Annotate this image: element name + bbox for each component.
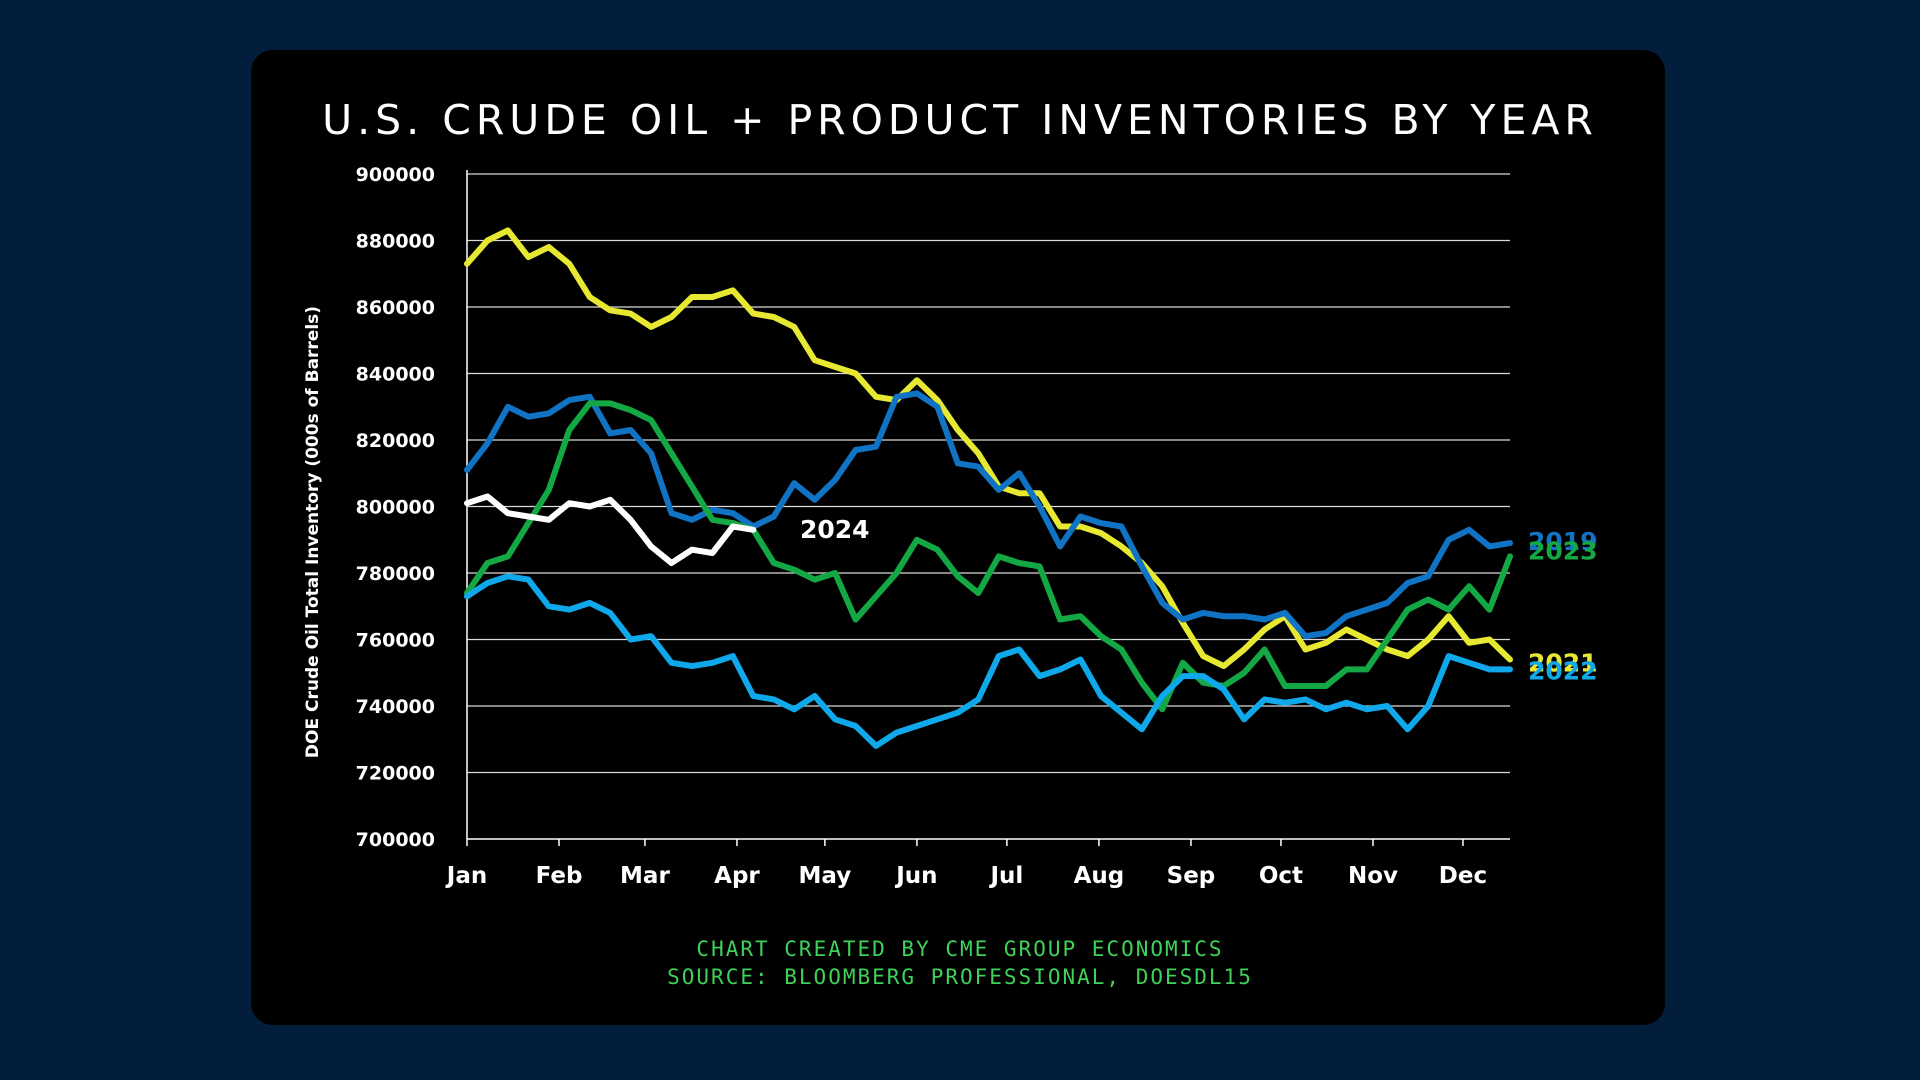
series-lines	[464, 227, 1513, 749]
y-axis-ticks: 900000 880000 860000 840000 820000 800000 7800…	[356, 164, 435, 851]
series-line-2024	[464, 493, 757, 566]
x-axis-ticks: Jan Feb Mar Apr May Jun Jul Aug Sep Oct Nov Dec	[445, 839, 1487, 889]
y-tick-label: 720000	[356, 763, 435, 785]
y-tick-label: 800000	[356, 497, 435, 519]
credit-line-1: CHART CREATED BY CME GROUP ECONOMICS	[696, 937, 1224, 961]
y-tick-label: 820000	[356, 430, 435, 452]
y-tick-label: 840000	[356, 364, 435, 386]
series-line-2022	[464, 573, 1513, 749]
y-tick-label: 780000	[356, 563, 435, 585]
x-tick-label: Feb	[536, 863, 583, 889]
y-axis-label: DOE Crude Oil Total Inventory (000s of B…	[303, 306, 323, 758]
credit-line-2: SOURCE: BLOOMBERG PROFESSIONAL, DOESDL15	[667, 965, 1253, 989]
x-tick-label: Dec	[1439, 863, 1487, 889]
x-tick-label: Apr	[714, 863, 760, 889]
x-tick-label: Sep	[1167, 863, 1216, 889]
series-label-2024: 2024	[800, 515, 870, 544]
chart-title: U.S. CRUDE OIL + PRODUCT INVENTORIES BY …	[322, 96, 1598, 144]
y-tick-label: 880000	[356, 231, 435, 253]
y-tick-label: 700000	[356, 829, 435, 851]
series-line-2019	[464, 390, 1513, 640]
series-line-2021	[464, 227, 1513, 670]
y-tick-label: 860000	[356, 297, 435, 319]
x-tick-label: Nov	[1348, 863, 1398, 889]
x-tick-label: May	[799, 863, 852, 889]
x-tick-label: Aug	[1074, 863, 1125, 889]
series-label-2019: 2019	[1528, 527, 1598, 556]
series-label-2022: 2022	[1528, 656, 1598, 685]
y-tick-label: 900000	[356, 164, 435, 186]
series-line-2023	[464, 400, 1513, 713]
y-tick-label: 740000	[356, 696, 435, 718]
x-tick-label: Oct	[1259, 863, 1303, 889]
series-label-2023: 2023	[1528, 536, 1598, 565]
x-tick-label: Jun	[894, 863, 937, 889]
x-tick-label: Mar	[620, 863, 670, 889]
axes	[466, 170, 1510, 840]
series-label-2021: 2021	[1528, 648, 1598, 677]
y-tick-label: 760000	[356, 630, 435, 652]
x-tick-label: Jan	[445, 863, 487, 889]
chart-card	[251, 50, 1665, 1025]
x-tick-label: Jul	[988, 863, 1023, 889]
